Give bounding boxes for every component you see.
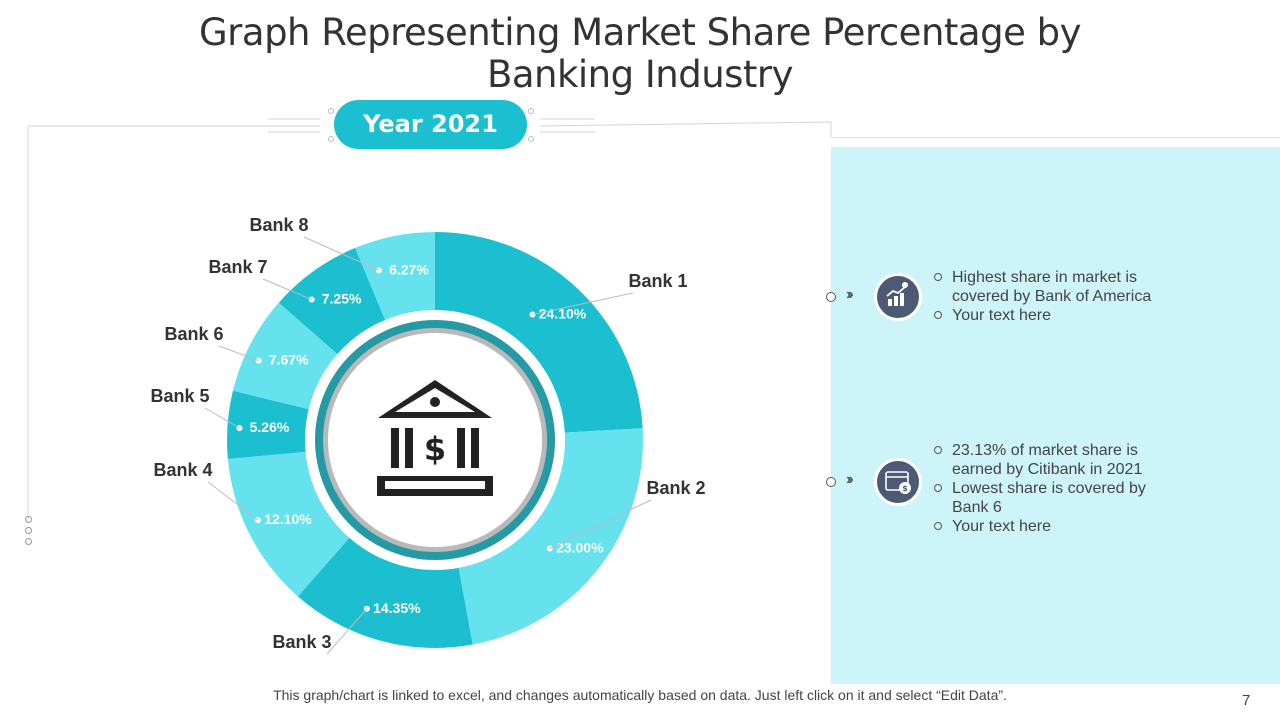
svg-text:$: $: [902, 484, 908, 493]
year-badge: Year 2021: [334, 100, 527, 149]
slice-3[interactable]: [297, 537, 473, 648]
slice-5[interactable]: [227, 390, 309, 459]
info-item: Your text here: [932, 306, 1162, 325]
category-label: Bank 1: [628, 271, 687, 291]
info-panel: [831, 147, 1280, 684]
category-label: Bank 3: [272, 632, 331, 652]
category-label: Bank 2: [646, 478, 705, 498]
info-block-2: ›› $ 23.13% of market share is earned by…: [826, 441, 1276, 541]
category-label: Bank 7: [208, 257, 267, 277]
panel-divider: [831, 137, 1280, 138]
donut-chart[interactable]: 24.10% Bank 1 23.00% Bank 2 14.35% Bank 3 12.1…: [0, 0, 831, 690]
category-label: Bank 6: [164, 324, 223, 344]
page-title: Graph Representing Market Share Percenta…: [140, 12, 1140, 96]
growth-chart-icon: [874, 273, 922, 321]
leader-line: [207, 481, 259, 521]
bank-building-dollar-icon: $: [377, 380, 493, 496]
info-item: 23.13% of market share is earned by Citi…: [932, 441, 1162, 479]
double-chevron-icon: ››: [846, 471, 853, 488]
page-number: 7: [1242, 692, 1251, 709]
calendar-money-icon: $: [874, 458, 922, 506]
info-item: Your text here: [932, 517, 1162, 536]
title-line-2: Banking Industry: [486, 53, 794, 96]
leader-line: [326, 608, 368, 655]
slice-6[interactable]: [232, 302, 338, 410]
category-label: Bank 5: [150, 386, 209, 406]
slice-value-label: 12.10%: [264, 511, 312, 527]
footer-note: This graph/chart is linked to excel, and…: [273, 687, 1007, 703]
bullet-dot: [826, 477, 836, 487]
leader-line: [218, 345, 259, 362]
info-block-1: ›› Highest share in market is covered by…: [826, 268, 1276, 338]
slice-1[interactable]: [435, 232, 643, 433]
leader-line: [204, 407, 240, 429]
slice-value-label: 5.26%: [250, 419, 290, 435]
double-chevron-icon: ››: [846, 286, 853, 303]
leader-line: [549, 499, 652, 549]
slice-2[interactable]: [458, 428, 643, 645]
slice-7[interactable]: [278, 247, 386, 355]
info-list-2: 23.13% of market share is earned by Citi…: [932, 441, 1162, 536]
leader-line: [262, 278, 312, 301]
leader-line: [303, 236, 380, 271]
info-list-1: Highest share in market is covered by Ba…: [932, 268, 1162, 325]
bullet-dot: [826, 292, 836, 302]
info-item: Highest share in market is covered by Ba…: [932, 268, 1162, 306]
category-label: Bank 4: [153, 460, 212, 480]
slice-value-label: 24.10%: [539, 306, 587, 322]
slice-value-label: 7.25%: [322, 291, 362, 307]
slice-value-label: 7.67%: [269, 352, 309, 368]
slice-4[interactable]: [227, 451, 350, 597]
leader-line: [532, 292, 634, 316]
info-item: Lowest share is covered by Bank 6: [932, 479, 1162, 517]
slice-value-label: 6.27%: [389, 261, 429, 277]
category-label: Bank 8: [249, 215, 308, 235]
svg-text:$: $: [424, 430, 446, 468]
slice-value-label: 23.00%: [556, 540, 604, 556]
slice-8[interactable]: [355, 232, 435, 320]
title-line-1: Graph Representing Market Share Percenta…: [199, 11, 1081, 54]
slice-value-label: 14.35%: [373, 600, 421, 616]
